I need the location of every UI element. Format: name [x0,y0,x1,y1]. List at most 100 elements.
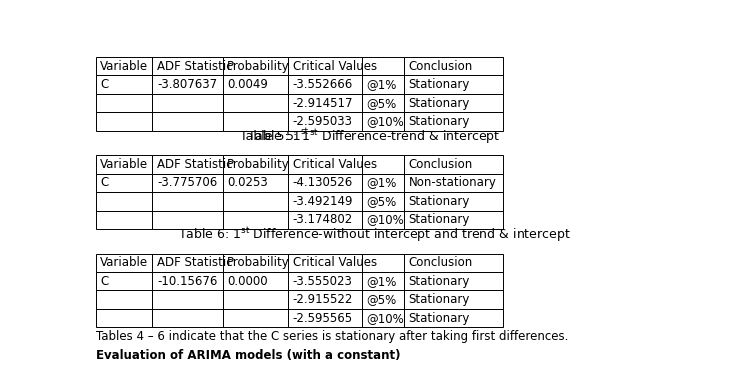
Text: -3.552666: -3.552666 [293,78,353,91]
Text: -3.555023: -3.555023 [293,275,353,288]
Text: Stationary: Stationary [409,97,470,110]
Text: @1%: @1% [366,275,396,288]
Bar [361,211,404,229]
Bar [404,291,503,309]
Bar [404,57,503,75]
Bar [404,155,503,174]
Bar [223,57,288,75]
Text: -2.595033: -2.595033 [293,115,353,128]
Bar [361,75,404,94]
Bar [223,94,288,112]
Bar [223,211,288,229]
Text: Non-stationary: Non-stationary [409,176,496,189]
Bar [96,112,153,131]
Bar [96,57,153,75]
Text: @5%: @5% [366,195,396,208]
Text: Table 5: 1$\mathregular{^{st}}$ Difference-trend & intercept: Table 5: 1$\mathregular{^{st}}$ Differen… [247,127,501,146]
Bar [404,112,503,131]
Text: @5%: @5% [366,293,396,306]
Bar [288,155,361,174]
Text: @10%: @10% [366,312,404,325]
Bar [96,75,153,94]
Bar [96,174,153,192]
Bar [223,192,288,211]
Text: Stationary: Stationary [409,115,470,128]
Bar [96,211,153,229]
Bar [404,192,503,211]
Bar [96,94,153,112]
Bar [361,253,404,272]
Text: @10%: @10% [366,213,404,226]
Text: Critical Values: Critical Values [293,60,377,73]
Text: @5%: @5% [366,97,396,110]
Bar [288,309,361,327]
Text: ADF Statistic: ADF Statistic [157,256,232,269]
Bar [288,211,361,229]
Text: Conclusion: Conclusion [409,60,473,73]
Text: -4.130526: -4.130526 [293,176,353,189]
Bar [96,291,153,309]
Text: Stationary: Stationary [409,312,470,325]
Text: Critical Values: Critical Values [293,158,377,171]
Text: Stationary: Stationary [409,293,470,306]
Text: Evaluation of ARIMA models (with a constant): Evaluation of ARIMA models (with a const… [96,349,400,362]
Bar [288,174,361,192]
Bar [223,112,288,131]
Text: Critical Values: Critical Values [293,256,377,269]
Text: Variable: Variable [100,158,148,171]
Text: ADF Statistic: ADF Statistic [157,158,232,171]
Text: -3.775706: -3.775706 [157,176,217,189]
Text: 0.0253: 0.0253 [227,176,268,189]
Text: -2.915522: -2.915522 [293,293,353,306]
Bar [361,112,404,131]
Bar [96,253,153,272]
Bar [361,309,404,327]
Bar [223,291,288,309]
Bar [288,291,361,309]
Text: 0.0049: 0.0049 [227,78,268,91]
Text: Stationary: Stationary [409,78,470,91]
Text: Table 5: 1: Table 5: 1 [240,130,301,143]
Text: Variable: Variable [100,256,148,269]
Bar [288,57,361,75]
Bar [361,94,404,112]
Bar [153,174,223,192]
Bar [153,291,223,309]
Bar [404,211,503,229]
Bar [223,253,288,272]
Text: -10.15676: -10.15676 [157,275,218,288]
Bar [153,211,223,229]
Bar [223,155,288,174]
Text: 0.0000: 0.0000 [227,275,268,288]
Text: Probability: Probability [227,256,290,269]
Text: st: st [301,127,309,137]
Text: @10%: @10% [366,115,404,128]
Text: Variable: Variable [100,60,148,73]
Bar [404,174,503,192]
Text: Conclusion: Conclusion [409,256,473,269]
Text: Stationary: Stationary [409,195,470,208]
Bar [153,112,223,131]
Bar [288,272,361,291]
Text: Tables 4 – 6 indicate that the C series is stationary after taking first differe: Tables 4 – 6 indicate that the C series … [96,330,568,343]
Text: @1%: @1% [366,78,396,91]
Bar [223,272,288,291]
Bar [404,94,503,112]
Bar [288,94,361,112]
Bar [96,272,153,291]
Text: ADF Statistic: ADF Statistic [157,60,232,73]
Text: C: C [100,176,109,189]
Bar [153,75,223,94]
Bar [153,272,223,291]
Bar [404,309,503,327]
Bar [153,57,223,75]
Bar [404,75,503,94]
Bar [361,174,404,192]
Text: -2.914517: -2.914517 [293,97,353,110]
Bar [153,94,223,112]
Text: -3.174802: -3.174802 [293,213,353,226]
Bar [96,309,153,327]
Text: -3.807637: -3.807637 [157,78,217,91]
Bar [153,309,223,327]
Bar [361,192,404,211]
